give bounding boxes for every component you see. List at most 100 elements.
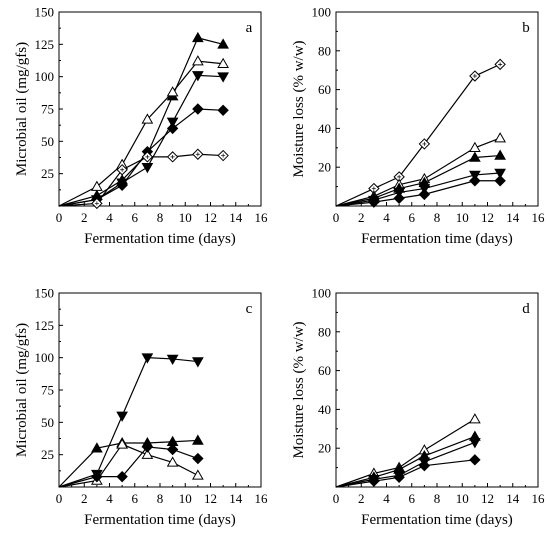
y-axis-label: Moisture loss (% w/w) xyxy=(291,321,307,458)
series-3 xyxy=(58,71,229,207)
data-point xyxy=(217,57,229,68)
y-tick-label: 60 xyxy=(318,363,331,378)
x-axis-label: Fermentation time (days) xyxy=(361,231,513,247)
y-tick-label: 40 xyxy=(318,121,331,136)
data-point xyxy=(91,180,103,191)
data-point-detail xyxy=(221,153,226,158)
data-point-detail xyxy=(195,152,200,157)
y-tick-label: 25 xyxy=(41,166,54,181)
series-line xyxy=(335,63,501,207)
x-tick-label: 4 xyxy=(106,210,113,225)
series-1 xyxy=(58,31,229,207)
x-tick-label: 2 xyxy=(81,491,88,506)
x-tick-label: 6 xyxy=(132,491,139,506)
data-point xyxy=(368,475,380,487)
data-point xyxy=(116,470,128,483)
y-tick-label: 125 xyxy=(35,318,55,333)
x-tick-label: 14 xyxy=(229,491,243,506)
data-point xyxy=(116,411,128,422)
data-point xyxy=(418,459,431,472)
y-tick-label: 20 xyxy=(318,160,331,175)
data-point xyxy=(192,55,204,66)
x-tick-label: 14 xyxy=(506,491,520,506)
y-tick-label: 100 xyxy=(35,69,55,84)
data-point-detail xyxy=(498,62,503,67)
data-point xyxy=(141,448,154,459)
series-line xyxy=(335,154,501,207)
x-tick-label: 0 xyxy=(56,210,63,225)
x-tick-label: 8 xyxy=(434,210,441,225)
data-point-detail xyxy=(145,154,150,159)
series-2 xyxy=(58,55,229,207)
data-point xyxy=(217,104,229,117)
series-1 xyxy=(335,58,506,207)
y-tick-label: 125 xyxy=(35,37,55,52)
x-tick-label: 16 xyxy=(255,210,269,225)
series-line xyxy=(58,60,224,207)
series-3 xyxy=(58,438,204,488)
x-tick-label: 12 xyxy=(204,491,217,506)
x-tick-label: 8 xyxy=(434,491,441,506)
data-point xyxy=(192,434,204,445)
x-tick-label: 6 xyxy=(132,210,139,225)
plot-frame xyxy=(58,292,262,488)
y-axis-label: Microbial oil (mg/gfs) xyxy=(14,42,30,176)
x-tick-label: 2 xyxy=(358,491,365,506)
data-point xyxy=(166,456,179,467)
x-tick-label: 10 xyxy=(179,210,192,225)
data-point-detail xyxy=(422,141,427,146)
chart-panel-c: 0 2 4 6 8 10 12 14 16 25 50 75 100 125 150 Fermentation… xyxy=(14,286,268,529)
x-tick-label: 10 xyxy=(456,210,469,225)
panel-label: c xyxy=(246,301,253,317)
y-tick-label: 150 xyxy=(35,286,55,301)
y-tick-label: 20 xyxy=(318,441,331,456)
panel-label: a xyxy=(246,20,253,36)
data-point-detail xyxy=(397,174,402,179)
data-point xyxy=(494,175,506,187)
data-point xyxy=(116,438,128,449)
y-tick-label: 50 xyxy=(41,134,54,149)
series-line xyxy=(58,439,198,488)
chart-panel-a: 0 2 4 6 8 10 12 14 16 25 50 75 100 125 150 Fermentation… xyxy=(14,5,268,248)
x-tick-label: 2 xyxy=(81,210,88,225)
data-point xyxy=(166,443,179,456)
x-tick-label: 10 xyxy=(179,491,192,506)
chart-panel-d: 0 2 4 6 8 10 12 14 16 20 40 60 80 100 Fermentation tim… xyxy=(291,286,545,529)
y-tick-label: 75 xyxy=(41,102,54,117)
data-point xyxy=(141,113,154,124)
x-tick-label: 16 xyxy=(532,210,546,225)
y-axis-label: Moisture loss (% w/w) xyxy=(291,40,307,177)
plot-frame xyxy=(335,292,539,488)
x-tick-label: 8 xyxy=(157,491,164,506)
x-tick-label: 6 xyxy=(409,210,416,225)
data-point xyxy=(91,442,103,453)
y-tick-label: 80 xyxy=(318,324,331,339)
data-point xyxy=(192,31,204,43)
data-point xyxy=(166,86,179,97)
x-axis-label: Fermentation time (days) xyxy=(84,231,236,247)
series-5 xyxy=(335,175,506,208)
data-point xyxy=(166,117,179,128)
data-point xyxy=(141,441,154,453)
x-tick-label: 4 xyxy=(383,491,390,506)
x-tick-label: 12 xyxy=(481,210,494,225)
y-tick-label: 40 xyxy=(318,402,331,417)
panels: 0 2 4 6 8 10 12 14 16255075100125150Fermentation… xyxy=(14,5,545,529)
series-4 xyxy=(335,454,481,488)
y-tick-label: 150 xyxy=(35,5,55,20)
data-point xyxy=(217,38,229,49)
data-point xyxy=(393,192,405,204)
x-tick-label: 0 xyxy=(333,210,340,225)
y-tick-label: 25 xyxy=(41,447,54,462)
data-point xyxy=(469,438,481,449)
y-tick-label: 100 xyxy=(312,286,332,301)
data-point-detail xyxy=(472,74,477,79)
y-tick-label: 75 xyxy=(41,383,54,398)
series-5 xyxy=(58,148,229,210)
data-point xyxy=(141,162,154,174)
y-tick-label: 100 xyxy=(35,350,55,365)
series-3 xyxy=(335,149,506,207)
data-point xyxy=(469,175,481,187)
data-point xyxy=(166,122,179,135)
